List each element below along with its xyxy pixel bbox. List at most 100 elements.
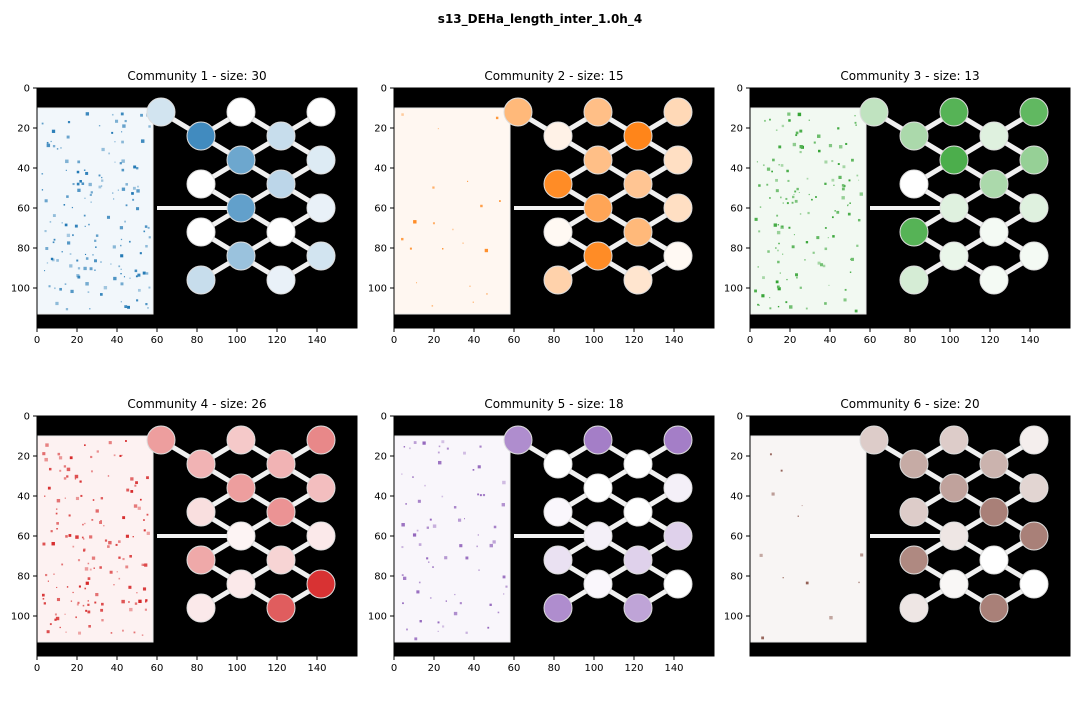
lattice-node <box>623 449 653 479</box>
y-tick-label: 0 <box>381 84 387 95</box>
slab-speckles <box>401 440 508 641</box>
y-tick-label: 0 <box>737 412 743 423</box>
community-plot-6: Community 6 - size: 20 0 20 40 60 80 100 <box>724 397 1071 657</box>
x-tick-label: 80 <box>191 663 204 674</box>
community-plot-1: Community 1 - size: 30 0 20 40 60 80 100 0 20 40 6… <box>11 69 358 346</box>
y-tick-label: 40 <box>730 492 743 503</box>
lattice-node <box>1019 521 1049 551</box>
lattice-node <box>663 569 693 599</box>
lattice-node <box>979 217 1009 247</box>
x-tick-label: 20 <box>784 335 797 346</box>
lattice-nodes <box>859 97 1049 295</box>
panel-title: Community 4 - size: 26 <box>127 397 266 411</box>
lattice-node <box>663 97 693 127</box>
lattice-node <box>503 97 533 127</box>
lattice-node <box>939 425 969 455</box>
y-tick-label: 40 <box>730 164 743 175</box>
lattice-nodes <box>146 97 336 295</box>
lattice-node <box>583 473 613 503</box>
slab-region <box>393 435 511 643</box>
lattice-node <box>186 593 216 623</box>
community-panel-6: Community 6 - size: 20 0 20 40 60 80 100 <box>710 392 1078 682</box>
slab-speckles <box>754 112 863 313</box>
y-tick-label: 40 <box>374 492 387 503</box>
panel-title: Community 3 - size: 13 <box>840 69 979 83</box>
y-tick-label: 20 <box>730 124 743 135</box>
x-tick-label: 120 <box>267 335 286 346</box>
x-tick-label: 0 <box>747 335 753 346</box>
lattice-node <box>226 145 256 175</box>
y-tick-label: 60 <box>374 532 387 543</box>
y-tick-label: 100 <box>724 284 743 295</box>
panel-title: Community 6 - size: 20 <box>840 397 979 411</box>
lattice-nodes <box>859 425 1049 623</box>
x-tick-label: 40 <box>824 335 837 346</box>
lattice-node <box>899 265 929 295</box>
connector-bar <box>870 534 942 538</box>
lattice-node <box>623 217 653 247</box>
figure-title: s13_DEHa_length_inter_1.0h_4 <box>437 12 643 26</box>
lattice-node <box>1019 97 1049 127</box>
y-tick-label: 20 <box>730 452 743 463</box>
lattice-node <box>266 593 296 623</box>
x-tick-label: 0 <box>391 663 397 674</box>
lattice-node <box>1019 145 1049 175</box>
lattice-node <box>623 497 653 527</box>
x-tick-label: 40 <box>111 663 124 674</box>
lattice-node <box>979 593 1009 623</box>
slab-region <box>36 107 154 315</box>
y-tick-label: 20 <box>17 452 30 463</box>
y-tick-label: 100 <box>11 612 30 623</box>
y-tick-label: 80 <box>17 572 30 583</box>
y-tick-label: 80 <box>374 572 387 583</box>
x-tick-label: 20 <box>71 663 84 674</box>
lattice-nodes <box>503 425 693 623</box>
x-tick-label: 100 <box>227 335 246 346</box>
y-tick-label: 60 <box>374 204 387 215</box>
x-tick-label: 60 <box>151 335 164 346</box>
panel-title: Community 1 - size: 30 <box>127 69 266 83</box>
connector-bar <box>157 534 229 538</box>
slab-region <box>749 107 867 315</box>
y-tick-label: 20 <box>374 124 387 135</box>
lattice-node <box>226 241 256 271</box>
lattice-node <box>623 545 653 575</box>
x-tick-label: 80 <box>191 335 204 346</box>
y-tick-label: 40 <box>17 492 30 503</box>
lattice-node <box>1019 241 1049 271</box>
y-tick-label: 80 <box>730 572 743 583</box>
lattice-node <box>583 145 613 175</box>
lattice-node <box>543 497 573 527</box>
lattice-node <box>1019 193 1049 223</box>
lattice-node <box>859 425 889 455</box>
y-tick-label: 60 <box>17 532 30 543</box>
lattice-node <box>583 569 613 599</box>
lattice-node <box>226 425 256 455</box>
x-tick-label: 100 <box>940 335 959 346</box>
lattice-node <box>543 449 573 479</box>
slab-region <box>36 435 154 643</box>
x-tick-label: 140 <box>664 335 683 346</box>
community-panel-2: Community 2 - size: 15 0 20 40 60 80 100 0 20 40 6… <box>354 64 722 354</box>
lattice-node <box>939 473 969 503</box>
lattice-node <box>186 121 216 151</box>
lattice-node <box>266 265 296 295</box>
x-tick-label: 140 <box>307 335 326 346</box>
y-tick-label: 60 <box>17 204 30 215</box>
lattice-node <box>663 425 693 455</box>
lattice-node <box>306 193 336 223</box>
lattice-node <box>226 473 256 503</box>
connector-bar <box>514 534 586 538</box>
community-panel-3: Community 3 - size: 13 0 20 40 60 80 100 0 20 40 6… <box>710 64 1078 354</box>
lattice-node <box>979 265 1009 295</box>
y-tick-label: 60 <box>730 204 743 215</box>
x-tick-label: 100 <box>227 663 246 674</box>
y-tick-label: 100 <box>368 612 387 623</box>
lattice-node <box>939 241 969 271</box>
x-tick-label: 140 <box>307 663 326 674</box>
lattice-node <box>663 193 693 223</box>
lattice-node <box>979 169 1009 199</box>
lattice-node <box>146 97 176 127</box>
y-tick-label: 80 <box>374 244 387 255</box>
lattice-node <box>979 449 1009 479</box>
